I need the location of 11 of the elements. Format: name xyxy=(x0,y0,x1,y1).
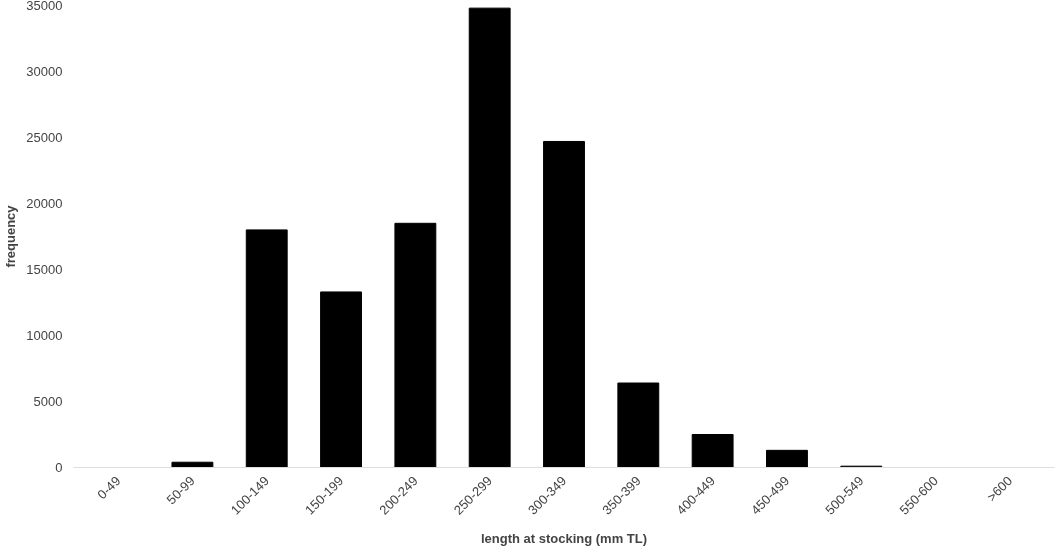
y-tick-label: 35000 xyxy=(26,0,63,13)
y-tick-label: 0 xyxy=(55,460,63,475)
y-tick-label: 20000 xyxy=(26,196,63,211)
y-tick-label: 30000 xyxy=(26,64,63,79)
x-axis-title: length at stocking (mm TL) xyxy=(480,530,648,546)
x-tick-label: 0-49 xyxy=(94,473,124,503)
y-tick-label: 5000 xyxy=(33,394,63,409)
y-tick-label: 10000 xyxy=(26,328,63,343)
y-axis-title: frequency xyxy=(3,204,19,268)
y-tick-label: 25000 xyxy=(26,130,63,145)
y-tick-label: 15000 xyxy=(26,262,63,277)
